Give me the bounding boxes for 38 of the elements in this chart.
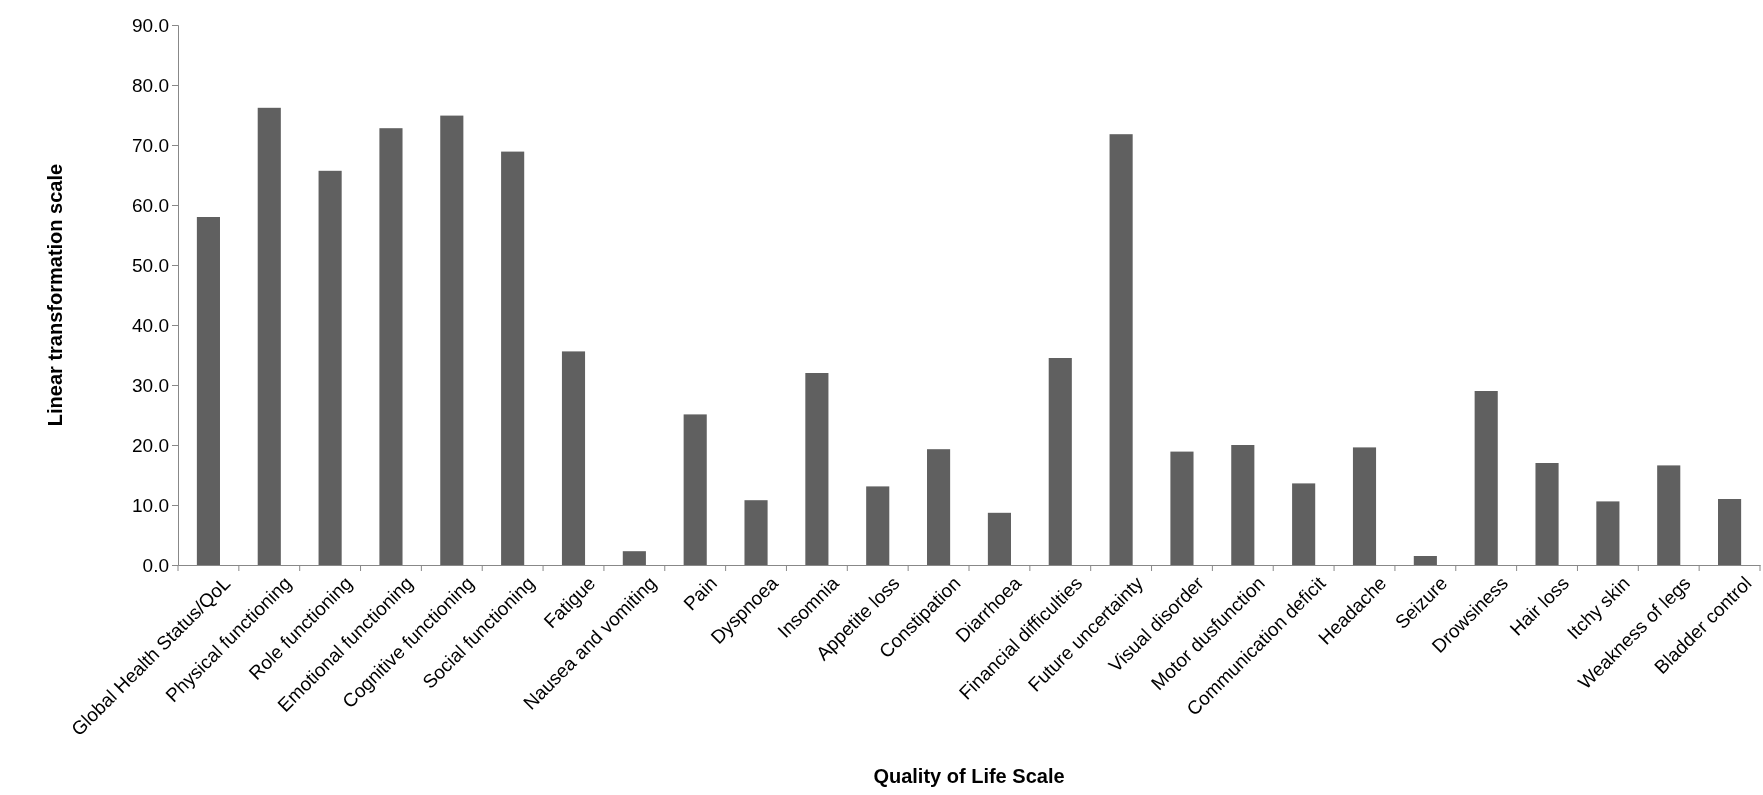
bar	[683, 414, 707, 565]
y-tick-label: 80.0	[132, 74, 169, 96]
y-tick-label: 40.0	[132, 314, 169, 336]
bar	[1535, 463, 1559, 565]
bar	[927, 449, 951, 565]
y-tick-label: 90.0	[132, 14, 169, 36]
y-tick-label: 30.0	[132, 374, 169, 396]
bar	[1170, 451, 1194, 565]
bar	[744, 500, 768, 565]
y-tick-label: 20.0	[132, 434, 169, 456]
bar	[1657, 465, 1681, 565]
bar	[1352, 447, 1377, 565]
bar	[1292, 483, 1316, 565]
bar	[1109, 134, 1133, 565]
bar	[196, 217, 220, 565]
bar	[987, 512, 1011, 565]
bar	[379, 128, 403, 565]
bar	[1474, 391, 1498, 565]
bar	[257, 107, 281, 565]
y-tick-label: 50.0	[132, 254, 169, 276]
bar	[805, 373, 829, 565]
bar	[440, 115, 464, 565]
bar	[318, 170, 342, 565]
bar	[1718, 499, 1742, 565]
bar	[561, 351, 586, 565]
bar	[1231, 445, 1255, 565]
y-tick-label: 60.0	[132, 194, 169, 216]
bar	[1413, 556, 1437, 565]
bar	[866, 486, 890, 565]
bar	[622, 551, 646, 565]
bar	[1596, 501, 1620, 565]
x-axis-title: Quality of Life Scale	[873, 765, 1065, 787]
bar	[501, 151, 525, 565]
y-axis-title: Linear transformation scale	[44, 163, 66, 427]
bar	[1048, 358, 1072, 565]
y-tick-label: 70.0	[132, 134, 169, 156]
y-tick-label: 0.0	[142, 554, 169, 576]
y-tick-label: 10.0	[132, 494, 169, 516]
